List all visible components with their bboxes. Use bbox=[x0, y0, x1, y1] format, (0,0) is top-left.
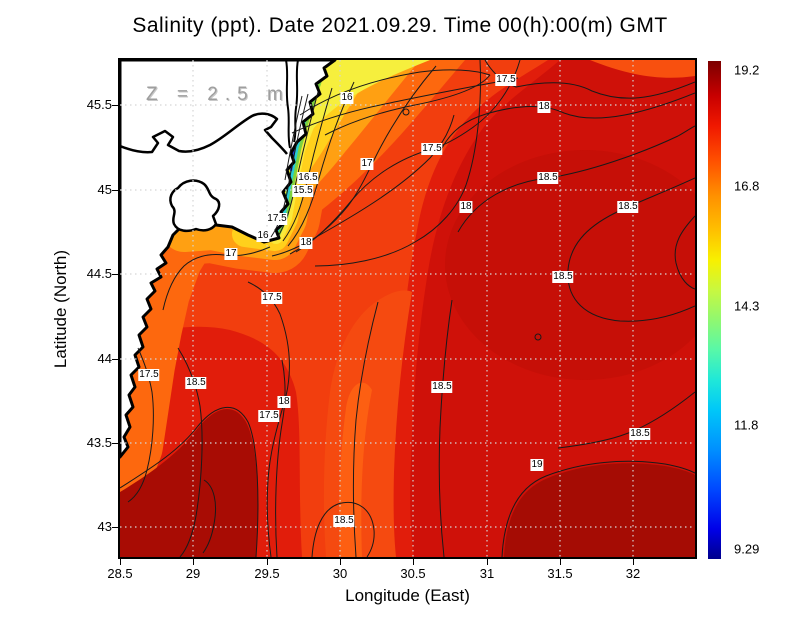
contour-label: 18 bbox=[459, 201, 473, 213]
colorbar-tick-label: 9.29 bbox=[734, 541, 760, 557]
plot-frame: Z = 2.5 m 17.5 16 18 17.5 17 16.5 15.5 18.5 18 18… bbox=[118, 58, 697, 559]
y-tick-mark bbox=[112, 105, 118, 106]
contour-label: 17.5 bbox=[138, 369, 160, 381]
x-tick-mark bbox=[487, 559, 488, 565]
y-tick-mark bbox=[112, 359, 118, 360]
contour-label: 19 bbox=[530, 459, 544, 471]
colorbar-tick-label: 14.3 bbox=[734, 298, 760, 314]
y-tick-mark bbox=[112, 527, 118, 528]
x-tick-label: 30 bbox=[332, 566, 348, 581]
x-tick-mark bbox=[633, 559, 634, 565]
graticule-grid bbox=[120, 60, 695, 557]
x-tick-label: 31.5 bbox=[547, 566, 573, 581]
y-tick-label: 43 bbox=[97, 519, 112, 534]
page-title: Salinity (ppt). Date 2021.09.29. Time 00… bbox=[132, 14, 668, 37]
x-tick-label: 32 bbox=[625, 566, 641, 581]
contour-label: 18.5 bbox=[537, 172, 559, 184]
contour-label: 17 bbox=[224, 248, 238, 260]
x-tick-mark bbox=[120, 559, 121, 565]
x-tick-label: 30.5 bbox=[400, 566, 426, 581]
y-axis-label: Latitude (North) bbox=[51, 249, 70, 369]
y-tick-mark bbox=[112, 443, 118, 444]
map-plot-area: Z = 2.5 m 17.5 16 18 17.5 17 16.5 15.5 18.5 18 18… bbox=[120, 60, 695, 557]
y-tick-label: 45.5 bbox=[86, 97, 112, 112]
contour-label: 15.5 bbox=[292, 185, 314, 197]
contour-label: 18.5 bbox=[333, 515, 355, 527]
contour-label: 17.5 bbox=[261, 292, 283, 304]
contour-label: 17.5 bbox=[258, 410, 280, 422]
colorbar-label-column: 19.2 16.8 14.3 11.8 9.29 bbox=[734, 61, 794, 559]
contour-label: 16.5 bbox=[297, 172, 319, 184]
colorbar-tick-label: 11.8 bbox=[734, 417, 759, 433]
y-tick-label: 44.5 bbox=[86, 266, 112, 281]
colorbar bbox=[708, 61, 721, 559]
salinity-contour-field bbox=[120, 60, 695, 557]
contour-label: 16 bbox=[340, 92, 354, 104]
contour-label: 18.5 bbox=[629, 428, 651, 440]
contour-label: 16 bbox=[256, 230, 270, 242]
contour-label: 18.5 bbox=[552, 271, 574, 283]
x-tick-mark bbox=[413, 559, 414, 565]
contour-label: 17 bbox=[360, 158, 374, 170]
contour-label: 17.5 bbox=[495, 74, 517, 86]
y-tick-mark bbox=[112, 190, 118, 191]
x-tick-label: 29.5 bbox=[254, 566, 280, 581]
contour-label: 17.5 bbox=[421, 143, 443, 155]
contour-label: 18 bbox=[537, 101, 551, 113]
land bbox=[120, 60, 337, 459]
contour-label: 18.5 bbox=[617, 201, 639, 213]
y-tick-label: 45 bbox=[97, 182, 112, 197]
contour-label: 18.5 bbox=[185, 377, 207, 389]
colorbar-tick-label: 19.2 bbox=[734, 62, 760, 78]
y-tick-label: 44 bbox=[97, 351, 112, 366]
colorbar-tick-label: 16.8 bbox=[734, 178, 760, 194]
x-tick-mark bbox=[267, 559, 268, 565]
x-tick-label: 28.5 bbox=[107, 566, 133, 581]
contour-label: 18 bbox=[277, 396, 291, 408]
x-axis-label: Longitude (East) bbox=[345, 586, 470, 605]
x-tick-mark bbox=[193, 559, 194, 565]
x-tick-label: 29 bbox=[185, 566, 201, 581]
contour-label: 17.5 bbox=[266, 213, 288, 225]
x-tick-mark bbox=[340, 559, 341, 565]
x-tick-label: 31 bbox=[479, 566, 495, 581]
y-tick-mark bbox=[112, 274, 118, 275]
y-tick-label: 43.5 bbox=[86, 435, 112, 450]
contour-label: 18.5 bbox=[431, 381, 453, 393]
inland-water-features bbox=[120, 60, 299, 233]
contour-label: 18 bbox=[299, 237, 313, 249]
x-tick-mark bbox=[560, 559, 561, 565]
depth-annotation: Z = 2.5 m bbox=[146, 84, 290, 105]
